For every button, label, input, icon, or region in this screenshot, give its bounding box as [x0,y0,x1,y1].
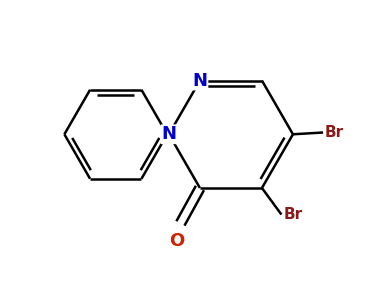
Text: Br: Br [325,125,344,140]
Text: Br: Br [283,207,302,222]
Text: O: O [169,232,185,250]
Text: N: N [192,71,208,90]
Text: N: N [161,125,176,143]
